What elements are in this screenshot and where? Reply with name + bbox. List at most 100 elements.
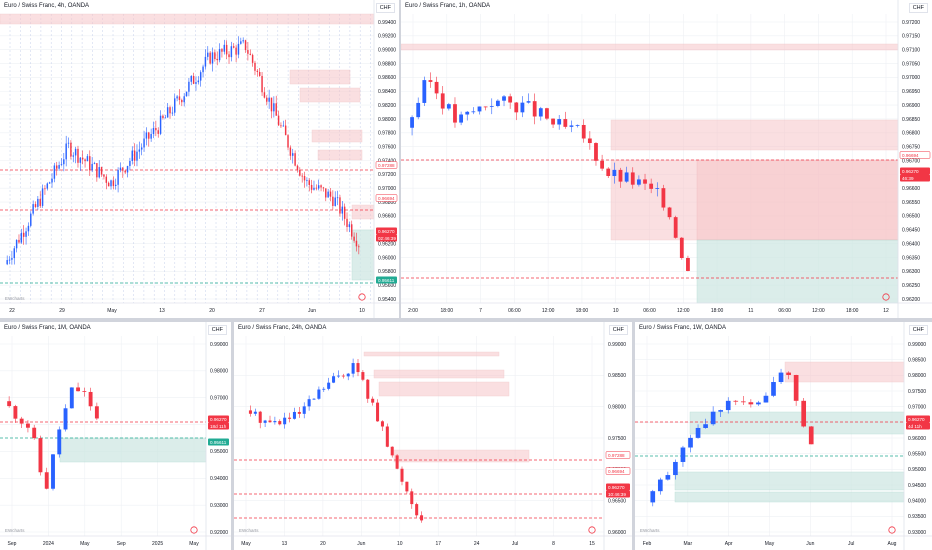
candle-body	[155, 128, 157, 131]
candle-body	[37, 198, 39, 207]
candle-body	[371, 398, 375, 403]
panel-title: Euro / Swiss Franc, 1W, OANDA	[639, 325, 727, 331]
price-tick-label: 0.98500	[608, 373, 626, 379]
chart-panel-1w[interactable]: 0.990000.985000.980000.975000.970000.965…	[635, 322, 932, 550]
candle-body	[202, 66, 204, 73]
candle-body	[410, 117, 414, 128]
candle-body	[275, 103, 277, 116]
candle-body	[680, 447, 686, 462]
price-tick-label: 0.95400	[378, 297, 396, 303]
price-tick-label: 0.96850	[902, 117, 920, 123]
candle-body	[661, 188, 666, 208]
candle-body	[38, 438, 43, 473]
price-tick-label: 0.95000	[908, 467, 926, 473]
candle-body	[348, 224, 351, 228]
price-tag-label: 46:39	[902, 176, 914, 181]
chart-canvas-1m[interactable]: 0.990000.980000.970000.960000.950000.940…	[0, 322, 231, 550]
candle-body	[471, 111, 476, 113]
candle-body	[284, 125, 287, 136]
time-tick-label: 10	[359, 308, 365, 314]
price-tick-label: 0.96200	[902, 297, 920, 303]
candle-body	[181, 99, 183, 103]
candle-body	[288, 417, 292, 419]
candle-body	[72, 155, 74, 157]
chart-canvas-24h[interactable]: 0.990000.985000.980000.975000.970000.965…	[234, 322, 632, 550]
candle-body	[310, 184, 313, 190]
time-tick-label: 10	[613, 308, 619, 314]
supply-zone	[311, 129, 363, 143]
candle-body	[306, 180, 308, 182]
currency-button[interactable]: CHF	[608, 325, 628, 335]
candle-body	[27, 225, 30, 232]
price-tag-label: 0.96270	[902, 169, 919, 174]
candle-body	[96, 163, 98, 178]
candle-body	[19, 418, 24, 424]
candle-body	[254, 62, 256, 71]
currency-button[interactable]: CHF	[375, 3, 395, 13]
candle-body	[117, 170, 119, 185]
chart-canvas-4h[interactable]: 0.99400 0.99200 0.99000 0.98800 0.98600 0.984…	[0, 0, 399, 318]
candle-body	[63, 159, 65, 165]
candle-body	[329, 191, 332, 197]
candle-body	[235, 47, 237, 55]
candle-body	[287, 135, 289, 148]
candle-body	[778, 372, 784, 383]
candle-body	[190, 75, 192, 82]
time-tick-label: 8	[552, 541, 555, 547]
candle-body	[100, 167, 103, 175]
candle-body	[25, 231, 27, 237]
chart-panel-4h[interactable]: 0.99400 0.99200 0.99000 0.98800 0.98600 0.984…	[0, 0, 399, 318]
chart-panel-1m[interactable]: 0.990000.980000.970000.960000.950000.940…	[0, 322, 231, 550]
candle-body	[801, 400, 807, 427]
candle-body	[86, 156, 89, 162]
candle-body	[665, 475, 671, 480]
candle-body	[502, 96, 506, 101]
chart-panel-24h[interactable]: 0.990000.985000.980000.975000.970000.965…	[234, 322, 632, 550]
chart-canvas-1h[interactable]: 0.97200 0.97150 0.97100 0.97050 0.97000 0.969…	[401, 0, 932, 318]
candle-body	[211, 52, 214, 64]
candle-body	[237, 43, 240, 55]
watermark: EWcharts	[5, 296, 25, 301]
candle-body	[297, 411, 301, 414]
candle-body	[292, 411, 296, 419]
chart-canvas-1w[interactable]: 0.990000.985000.980000.975000.970000.965…	[635, 322, 932, 550]
chart-panel-1h[interactable]: 0.97200 0.97150 0.97100 0.97050 0.97000 0.969…	[401, 0, 932, 318]
candle-body	[112, 180, 115, 186]
replay-icon	[588, 526, 596, 534]
candle-body	[82, 391, 87, 392]
candle-body	[197, 80, 200, 83]
currency-button[interactable]: CHF	[207, 325, 227, 335]
candle-body	[18, 239, 20, 243]
currency-button[interactable]: CHF	[908, 3, 928, 13]
price-tag	[208, 415, 229, 423]
price-tick-label: 0.97800	[378, 131, 396, 137]
candle-body	[11, 258, 13, 260]
price-tick-label: 0.92000	[210, 530, 228, 536]
candle-body	[301, 175, 303, 177]
candle-body	[733, 400, 739, 402]
price-tick-label: 0.98400	[378, 89, 396, 95]
candle-body	[308, 180, 310, 185]
candle-body	[302, 406, 306, 414]
price-tick-label: 0.94000	[908, 498, 926, 504]
candle-body	[606, 168, 611, 177]
price-tick-label: 0.95000	[210, 449, 228, 455]
time-tick-label: Jun	[806, 541, 814, 547]
price-tag	[606, 483, 630, 491]
candle-body	[405, 481, 409, 492]
currency-button[interactable]: CHF	[908, 325, 928, 335]
candle-body	[538, 108, 543, 117]
price-tick-label: 0.98800	[378, 61, 396, 67]
candle-body	[495, 100, 500, 107]
candle-body	[686, 258, 690, 271]
price-tag-label: 4d 11h	[908, 424, 922, 429]
candle-body	[280, 125, 282, 127]
time-tick-label: Sep	[117, 541, 126, 547]
candle-body	[322, 388, 326, 390]
candle-body	[296, 165, 299, 170]
candle-body	[587, 138, 592, 144]
watermark: EWcharts	[5, 528, 25, 533]
watermark: EWcharts	[640, 528, 660, 533]
candle-body	[341, 375, 345, 377]
candle-body	[366, 379, 370, 399]
